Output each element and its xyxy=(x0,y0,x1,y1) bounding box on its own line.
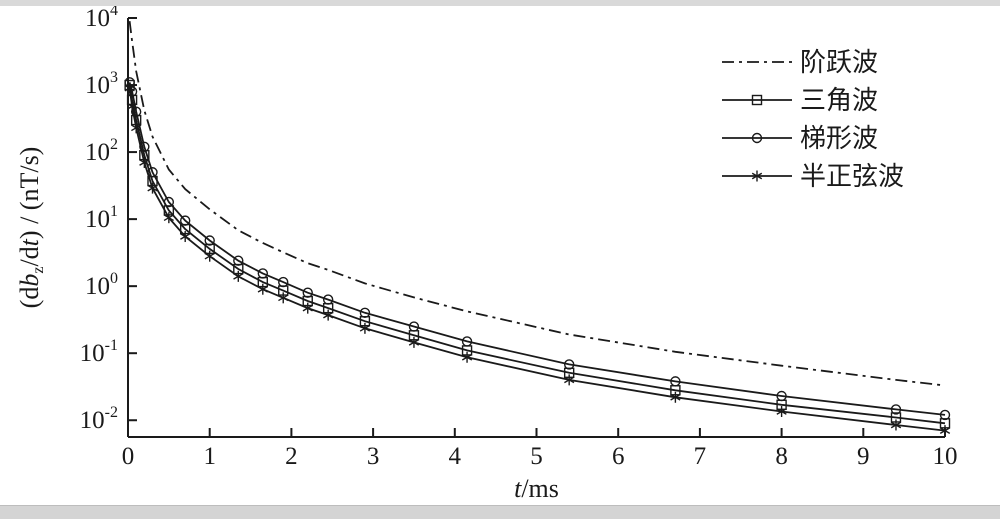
legend-label: 三角波 xyxy=(800,86,878,115)
series-marker-asterisk xyxy=(670,393,681,401)
series-marker-circle xyxy=(233,255,244,266)
x-tick-label: 7 xyxy=(694,443,707,470)
x-tick-label: 3 xyxy=(367,443,380,470)
window-top-bar xyxy=(0,0,1000,6)
x-tick-label: 8 xyxy=(775,443,788,470)
legend-label: 半正弦波 xyxy=(800,162,904,191)
legend-marker-square xyxy=(751,94,763,106)
series-marker-asterisk xyxy=(890,421,902,429)
series-marker-circle xyxy=(302,287,313,298)
series-marker-circle xyxy=(359,307,371,319)
series-marker-circle xyxy=(670,376,681,387)
x-tick-label: 2 xyxy=(285,443,298,470)
series-marker-asterisk xyxy=(124,84,135,92)
series-marker-circle xyxy=(179,215,191,226)
series-marker-asterisk xyxy=(359,324,371,332)
series-marker-asterisk xyxy=(939,427,951,434)
series-marker-asterisk xyxy=(323,311,334,319)
series-marker-asterisk xyxy=(776,408,787,415)
x-axis-label: t/ms xyxy=(514,474,559,503)
window-bottom-bar xyxy=(0,505,1000,519)
y-tick-label: 103 xyxy=(85,69,118,99)
series-marker-circle xyxy=(408,321,420,332)
y-tick-label: 10-1 xyxy=(80,337,118,367)
series-marker-circle xyxy=(278,276,289,288)
series-marker-asterisk xyxy=(204,252,215,260)
x-tick-label: 10 xyxy=(933,443,958,470)
series-marker-asterisk xyxy=(163,214,174,222)
series-marker-asterisk xyxy=(233,273,244,280)
x-tick-label: 6 xyxy=(612,443,625,470)
legend-marker-circle xyxy=(751,132,763,144)
series-marker-circle xyxy=(461,336,473,347)
series-line-circle xyxy=(128,82,946,416)
legend-label: 阶跃波 xyxy=(800,48,878,77)
y-axis-label: (dbz/dt) / (nT/s) xyxy=(15,147,47,309)
series-marker-circle xyxy=(322,294,334,305)
y-tick-label: 10-2 xyxy=(80,404,118,434)
series-marker-asterisk xyxy=(257,285,268,293)
y-tick-label: 100 xyxy=(85,270,118,300)
series-marker-asterisk xyxy=(278,294,289,302)
series-marker-circle xyxy=(563,359,575,370)
series-line-none xyxy=(128,20,946,387)
series-marker-asterisk xyxy=(131,124,142,132)
x-tick-label: 5 xyxy=(530,443,543,470)
x-tick-label: 4 xyxy=(449,443,462,470)
series-marker-asterisk xyxy=(408,339,420,346)
series-marker-circle xyxy=(257,268,269,279)
series-marker-circle xyxy=(890,404,902,415)
series-marker-asterisk xyxy=(461,353,473,361)
series-marker-circle xyxy=(204,235,215,246)
series-marker-circle xyxy=(939,409,951,421)
x-tick-label: 9 xyxy=(857,443,870,470)
series-marker-asterisk xyxy=(147,184,158,192)
y-tick-label: 101 xyxy=(85,203,118,233)
x-tick-label: 0 xyxy=(122,443,135,470)
x-tick-label: 1 xyxy=(203,443,216,470)
series-marker-asterisk xyxy=(180,233,191,240)
series-marker-circle xyxy=(163,196,175,208)
series-marker-asterisk xyxy=(564,376,575,384)
series-marker-circle xyxy=(776,390,787,402)
series-marker-asterisk xyxy=(126,103,138,110)
legend-marker-asterisk xyxy=(751,172,763,180)
legend-label: 梯形波 xyxy=(800,124,878,153)
y-tick-label: 104 xyxy=(85,2,118,32)
series-marker-asterisk xyxy=(139,159,150,166)
y-tick-label: 102 xyxy=(85,136,118,166)
series-marker-asterisk xyxy=(302,304,313,312)
